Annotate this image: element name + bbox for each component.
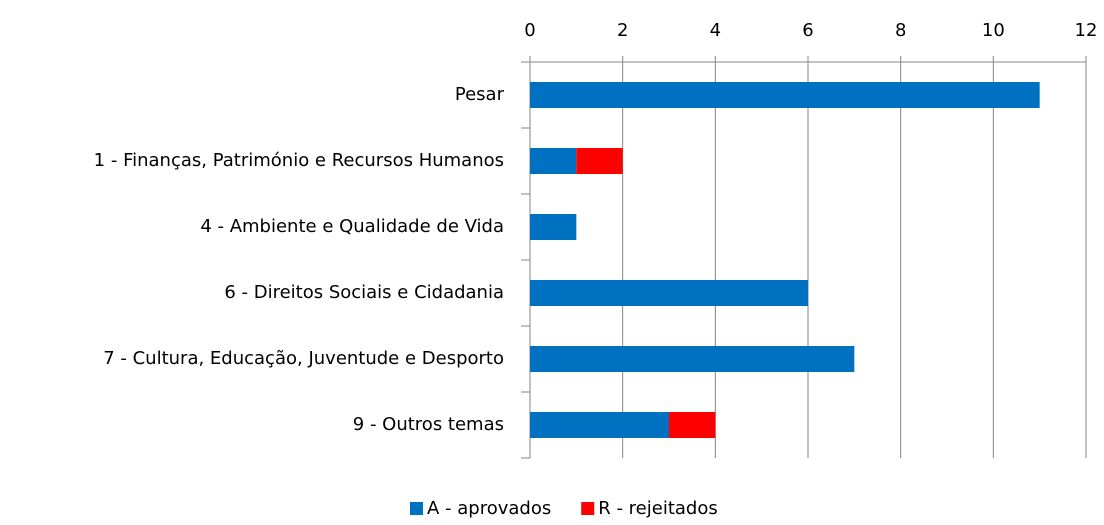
legend-label: A - aprovados — [427, 498, 551, 519]
y-tick-label: Pesar — [455, 84, 505, 105]
bar — [530, 412, 669, 438]
y-tick-label: 4 - Ambiente e Qualidade de Vida — [200, 216, 504, 237]
bar — [530, 214, 577, 240]
legend-swatch — [581, 502, 595, 515]
bar — [669, 412, 716, 438]
x-tick-label: 4 — [710, 20, 721, 41]
x-tick-label: 12 — [1075, 20, 1098, 41]
y-tick-label: 1 - Finanças, Património e Recursos Huma… — [94, 150, 504, 171]
bar — [576, 148, 623, 174]
bar — [530, 346, 855, 372]
y-tick-label: 7 - Cultura, Educação, Juventude e Despo… — [103, 348, 504, 369]
x-tick-label: 0 — [524, 20, 535, 41]
bar — [530, 82, 1040, 108]
x-tick-label: 2 — [617, 20, 628, 41]
y-tick-label: 9 - Outros temas — [353, 414, 504, 435]
y-tick-label: 6 - Direitos Sociais e Cidadania — [224, 282, 504, 303]
bar — [530, 280, 808, 306]
x-tick-label: 10 — [982, 20, 1005, 41]
x-tick-label: 8 — [895, 20, 906, 41]
legend-label: R - rejeitados — [598, 498, 718, 519]
bar — [530, 148, 577, 174]
legend-swatch — [410, 502, 423, 515]
x-tick-label: 6 — [802, 20, 813, 41]
